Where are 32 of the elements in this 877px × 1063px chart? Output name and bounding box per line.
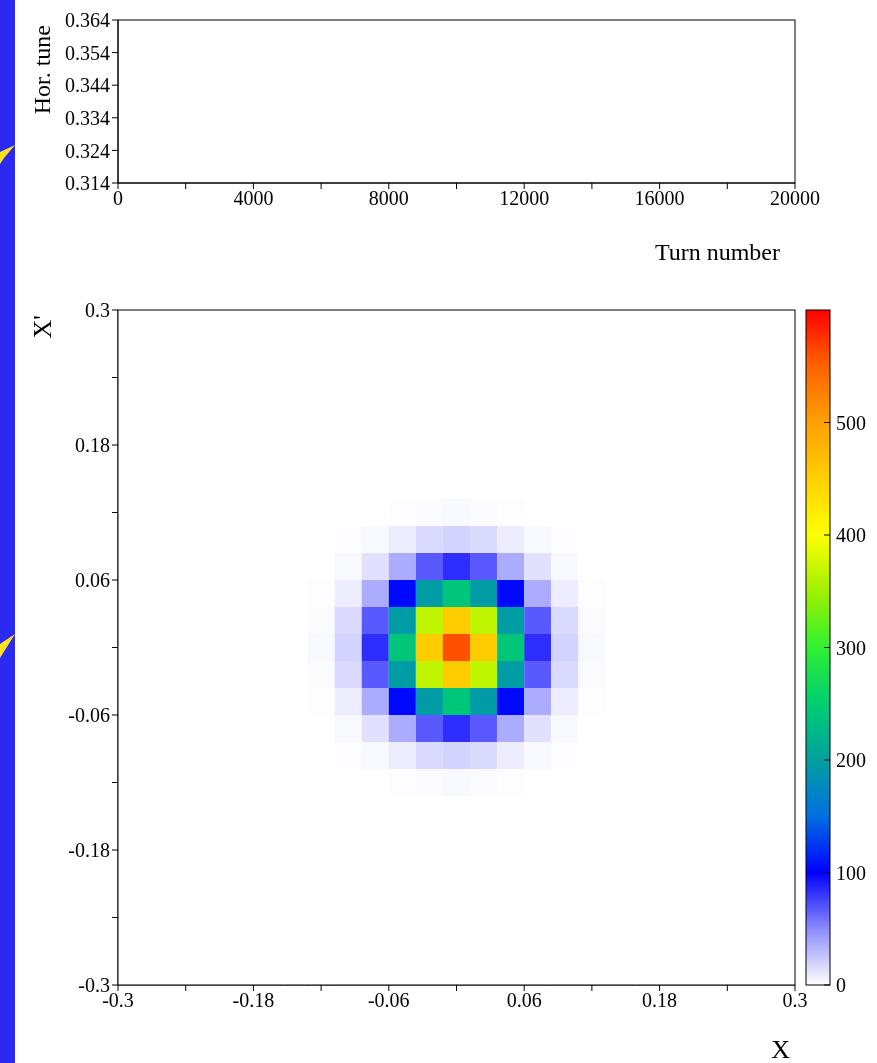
color-bar-label: 500 — [836, 411, 866, 434]
y-tick-label: 0.344 — [65, 74, 110, 97]
x-tick-label: 20000 — [770, 187, 820, 210]
x-tick-label: 16000 — [634, 187, 685, 210]
y-tick-label: 0.06 — [75, 569, 110, 592]
y-tick-label: 0.18 — [75, 434, 110, 457]
x-tick-label: 0 — [113, 187, 123, 210]
y-tick-label: 0.3 — [85, 299, 110, 322]
x-tick-label: 12000 — [499, 187, 550, 210]
x-tick-label: 0.06 — [506, 989, 542, 1012]
x-tick-label: 0.18 — [642, 989, 678, 1012]
color-bar-label: 400 — [836, 524, 866, 546]
color-bar-label: 200 — [836, 749, 866, 771]
y-axis-title: X' — [28, 315, 58, 339]
y-tick-label: 0.324 — [65, 139, 110, 162]
y-tick-label: 0.314 — [65, 172, 110, 195]
y-tick-label: 0.354 — [65, 41, 110, 64]
y-axis-title: Hor. tune — [29, 25, 56, 115]
x-tick-label: 8000 — [368, 187, 409, 210]
y-tick-label: -0.06 — [68, 704, 110, 727]
x-tick-label: -0.06 — [367, 989, 410, 1012]
x-axis-title: X — [771, 1035, 791, 1063]
color-bar-label: 100 — [836, 861, 866, 884]
x-axis-title: Turn number — [654, 239, 780, 265]
x-tick-label: -0.18 — [232, 989, 275, 1012]
x-tick-label: 0.3 — [782, 989, 808, 1012]
y-tick-label: -0.18 — [68, 839, 110, 862]
y-tick-label: 0.334 — [65, 106, 110, 129]
x-tick-label: 4000 — [233, 187, 274, 210]
y-tick-label: 0.364 — [65, 9, 110, 32]
color-bar-label: 0 — [836, 974, 846, 996]
color-bar-label: 300 — [836, 636, 866, 659]
